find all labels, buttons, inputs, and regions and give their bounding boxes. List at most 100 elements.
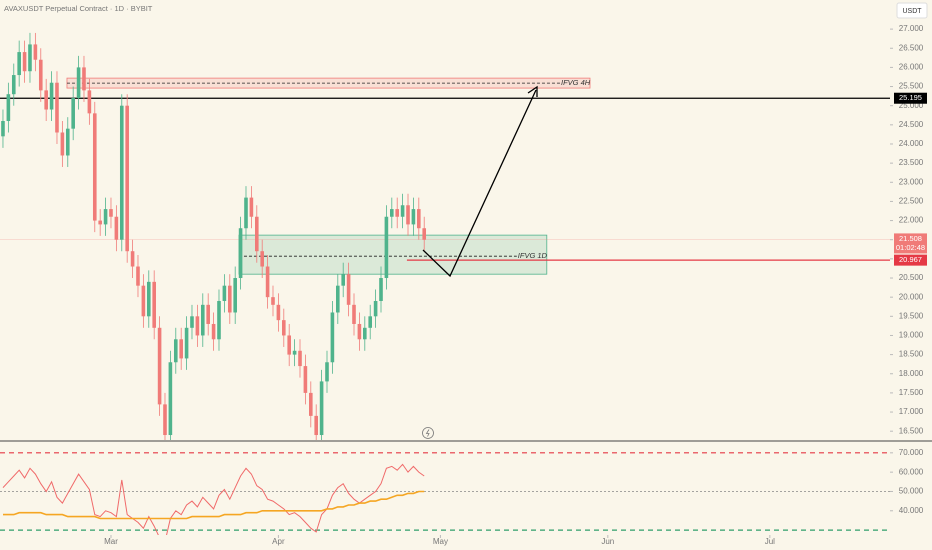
candle-body	[287, 335, 291, 355]
candle-body	[200, 304, 205, 336]
candle-body	[298, 350, 302, 367]
y-tick-label: 27.000	[899, 24, 924, 33]
candle-body	[92, 113, 97, 221]
candle-body	[44, 90, 48, 110]
candle-body	[1, 121, 5, 137]
y-tick-label: 19.000	[899, 331, 924, 340]
candle-body	[33, 44, 38, 60]
candle-body	[325, 362, 329, 382]
candle-body	[271, 297, 275, 305]
x-tick-label: Apr	[272, 537, 285, 546]
candle-body	[184, 327, 189, 359]
zone	[238, 234, 548, 275]
candle-body	[384, 216, 389, 279]
rsi-pane	[0, 452, 890, 535]
event-icon[interactable]	[422, 427, 434, 439]
y-tick-label: 16.500	[899, 426, 924, 435]
candle-body	[22, 52, 27, 72]
candle-body	[190, 316, 194, 328]
currency-button[interactable]	[896, 2, 928, 19]
rsi-line	[3, 490, 425, 520]
candle-body	[217, 300, 221, 340]
level-label: 25.195	[899, 93, 922, 102]
candle-body	[390, 209, 394, 217]
candle-body	[417, 209, 421, 229]
last-price-tag	[894, 233, 927, 254]
candle-body	[244, 197, 248, 229]
y-tick-label: 20.000	[899, 292, 924, 301]
rsi-tick-label: 50.000	[899, 487, 924, 496]
x-tick-label: Mar	[104, 537, 118, 546]
candle-body	[65, 128, 70, 156]
candle-body	[125, 105, 129, 252]
candle-body	[233, 278, 237, 313]
candle-body	[395, 209, 400, 217]
projection-arrow	[422, 89, 537, 278]
candle-body	[249, 197, 254, 217]
y-tick-label: 20.500	[899, 273, 924, 282]
candle-body	[60, 132, 65, 156]
candle-body	[422, 228, 427, 240]
candle-body	[238, 228, 243, 279]
axes: 27.000 26.500 26.000 25.500 25.000 24.500 24.0…	[104, 24, 927, 546]
candle-body	[411, 209, 416, 225]
y-tick-label: 22.000	[899, 216, 924, 225]
x-tick-label: Jul	[765, 537, 775, 546]
y-tick-label: 23.500	[899, 158, 924, 167]
candle-body	[98, 220, 102, 225]
rsi-tick-label: 70.000	[899, 448, 924, 457]
candle-body	[211, 323, 216, 340]
candle-body	[136, 266, 140, 286]
y-tick-label: 17.500	[899, 388, 924, 397]
candle-body	[17, 52, 21, 76]
candle-body	[49, 82, 54, 110]
candle-body	[163, 404, 167, 436]
countdown-label: 01:02:48	[896, 243, 925, 252]
y-tick-label: 19.500	[899, 311, 924, 320]
candle-body	[114, 216, 119, 240]
event-bolt	[425, 429, 430, 437]
y-tick-label: 18.000	[899, 369, 924, 378]
candle-body	[368, 316, 373, 328]
level-tag	[894, 254, 927, 266]
candle-body	[292, 350, 297, 355]
rsi-tick-label: 60.000	[899, 467, 924, 476]
candle-body	[341, 274, 346, 286]
candle-body	[363, 327, 367, 340]
candle-body	[330, 312, 335, 363]
candle-body	[314, 415, 318, 436]
y-tick-label: 25.500	[899, 82, 924, 91]
candle-body	[303, 366, 308, 393]
candle-body	[82, 67, 86, 91]
chart-title: AVAXUSDT Perpetual Contract · 1D · BYBIT	[4, 4, 153, 13]
y-tick-label: 17.000	[899, 407, 924, 416]
currency-label: USDT	[902, 8, 922, 15]
candle-body	[55, 82, 59, 133]
arrow-head	[527, 85, 538, 97]
candle-body	[11, 75, 16, 95]
candle-body	[179, 339, 183, 359]
candle-body	[168, 362, 173, 436]
candle-body	[141, 285, 146, 317]
candle-body	[38, 59, 43, 91]
candle-body	[352, 304, 356, 324]
price-pane: IFVG 4H IFVG 1D	[0, 32, 890, 440]
candle-body	[130, 251, 135, 267]
zone-label: IFVG 1D	[518, 251, 548, 260]
y-tick-label: 22.500	[899, 197, 924, 206]
candle-body	[87, 90, 92, 114]
candle-body	[222, 285, 227, 301]
candle-body	[76, 67, 81, 99]
candle-body	[152, 281, 156, 328]
zone-label: IFVG 4H	[561, 78, 591, 87]
candle-body	[276, 304, 281, 321]
candle-body	[109, 209, 113, 217]
candle-body	[157, 327, 162, 405]
y-tick-label: 23.000	[899, 177, 924, 186]
candle-body	[254, 216, 259, 252]
y-tick-label: 24.000	[899, 139, 924, 148]
candle-body	[206, 304, 210, 324]
level-label: 20.967	[899, 255, 922, 264]
